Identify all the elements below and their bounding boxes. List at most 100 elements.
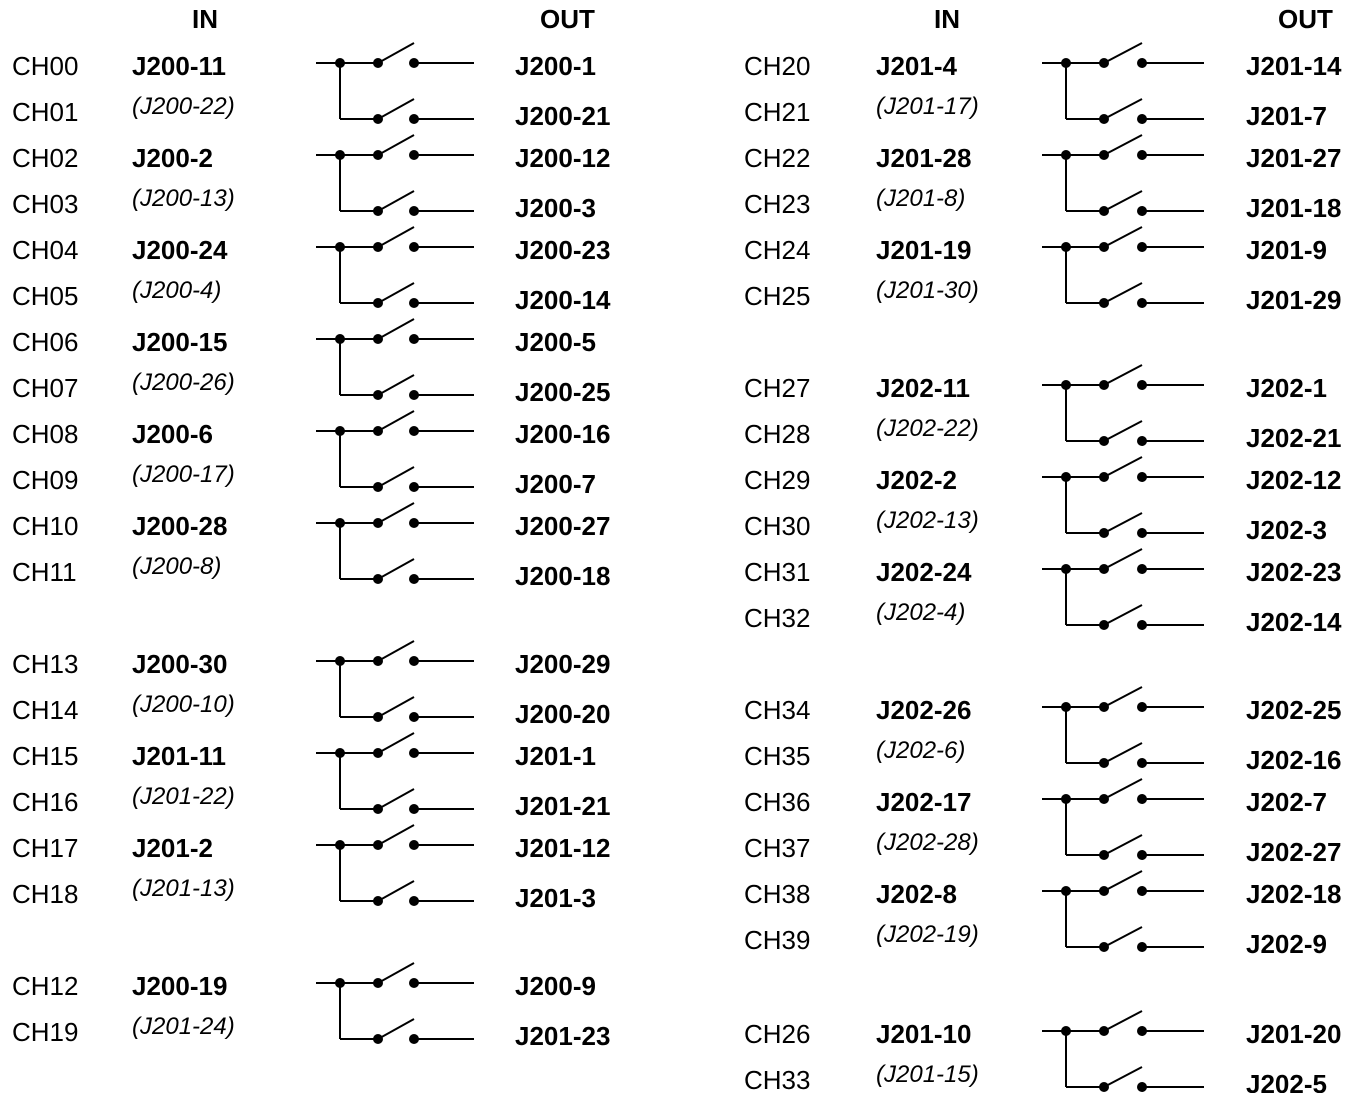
- left-channel-label: CH16: [12, 787, 79, 817]
- header-out-right: OUT: [1278, 4, 1333, 34]
- left-channel-label: CH08: [12, 419, 79, 449]
- left-switch-5-top-blade: [377, 502, 415, 524]
- left-channel-label: CH06: [12, 327, 79, 357]
- left-out-pin-label: J200-1: [515, 51, 596, 81]
- left-out-pin-label: J200-3: [515, 193, 596, 223]
- right-out-pin-label: J201-7: [1246, 101, 1327, 131]
- left-in-alt-pin-label: (J200-22): [132, 93, 235, 120]
- right-channel-label: CH32: [744, 603, 811, 633]
- right-in-pin-label: J202-24: [876, 557, 972, 587]
- left-channel-label: CH15: [12, 741, 79, 771]
- left-in-alt-pin-label: (J200-13): [132, 185, 235, 212]
- right-out-pin-label: J202-12: [1246, 465, 1342, 495]
- left-out-pin-label: J200-16: [515, 419, 611, 449]
- right-out-pin-label: J202-9: [1246, 929, 1327, 959]
- left-switch-9-bottom-blade: [377, 1018, 415, 1040]
- header-in-right: IN: [934, 4, 960, 34]
- left-channel-label: CH19: [12, 1017, 79, 1047]
- right-channel-label: CH24: [744, 235, 811, 265]
- left-out-pin-label: J201-1: [515, 741, 596, 771]
- right-out-pin-label: J202-18: [1246, 879, 1342, 909]
- right-out-pin-label: J202-14: [1246, 607, 1342, 637]
- left-channel-label: CH09: [12, 465, 79, 495]
- right-switch-3-top-blade: [1103, 364, 1143, 386]
- left-in-pin-label: J201-2: [132, 833, 213, 863]
- left-out-pin-label: J200-20: [515, 699, 611, 729]
- right-out-pin-label: J202-21: [1246, 423, 1342, 453]
- right-in-pin-label: J202-26: [876, 695, 972, 725]
- left-out-pin-label: J200-18: [515, 561, 611, 591]
- right-channel-label: CH26: [744, 1019, 811, 1049]
- left-switch-2-bottom-blade: [377, 282, 415, 304]
- left-out-pin-label: J200-12: [515, 143, 611, 173]
- left-channel-label: CH17: [12, 833, 79, 863]
- right-switch-6-top-blade: [1103, 686, 1143, 708]
- right-in-pin-label: J202-11: [876, 373, 970, 403]
- left-out-pin-label: J200-14: [515, 285, 611, 315]
- left-switch-8-top-blade: [377, 824, 415, 846]
- right-in-alt-pin-label: (J201-17): [876, 93, 979, 120]
- left-switch-4-top-blade: [377, 410, 415, 432]
- right-channel-label: CH25: [744, 281, 811, 311]
- right-channel-label: CH27: [744, 373, 811, 403]
- left-switch-6-top-blade: [377, 640, 415, 662]
- right-in-pin-label: J201-19: [876, 235, 972, 265]
- right-switch-9-bottom-blade: [1103, 1066, 1143, 1088]
- right-in-pin-label: J202-2: [876, 465, 957, 495]
- right-in-alt-pin-label: (J202-13): [876, 507, 979, 534]
- right-channel-label: CH38: [744, 879, 811, 909]
- left-channel-label: CH12: [12, 971, 79, 1001]
- left-out-pin-label: J200-27: [515, 511, 611, 541]
- left-channel-label: CH00: [12, 51, 79, 81]
- left-in-pin-label: J201-11: [132, 741, 226, 771]
- left-in-alt-pin-label: (J200-10): [132, 691, 235, 718]
- left-out-pin-label: J200-21: [515, 101, 611, 131]
- left-in-pin-label: J200-19: [132, 971, 228, 1001]
- left-channel-label: CH10: [12, 511, 79, 541]
- left-switch-0-top-blade: [377, 42, 415, 64]
- left-in-pin-label: J200-30: [132, 649, 228, 679]
- right-switch-4-bottom-blade: [1103, 512, 1143, 534]
- right-channel-label: CH30: [744, 511, 811, 541]
- left-in-alt-pin-label: (J200-4): [132, 277, 222, 304]
- left-switch-7-top-blade: [377, 732, 415, 754]
- right-out-pin-label: J201-14: [1246, 51, 1342, 81]
- left-out-pin-label: J201-21: [515, 791, 611, 821]
- right-switch-8-bottom-blade: [1103, 926, 1143, 948]
- left-channel-label: CH04: [12, 235, 79, 265]
- right-switch-8-top-blade: [1103, 870, 1143, 892]
- left-switch-3-bottom-blade: [377, 374, 415, 396]
- right-switch-4-top-blade: [1103, 456, 1143, 478]
- left-switch-3-top-blade: [377, 318, 415, 340]
- left-channel-label: CH01: [12, 97, 79, 127]
- left-channel-label: CH14: [12, 695, 79, 725]
- right-channel-label: CH35: [744, 741, 811, 771]
- right-out-pin-label: J201-29: [1246, 285, 1342, 315]
- right-switch-6-bottom-blade: [1103, 742, 1143, 764]
- right-in-pin-label: J201-4: [876, 51, 957, 81]
- right-switch-1-top-blade: [1103, 134, 1143, 156]
- left-switch-0-bottom-blade: [377, 98, 415, 120]
- right-out-pin-label: J202-25: [1246, 695, 1342, 725]
- right-out-pin-label: J202-16: [1246, 745, 1342, 775]
- right-switch-5-bottom-blade: [1103, 604, 1143, 626]
- right-in-alt-pin-label: (J202-4): [876, 599, 966, 626]
- left-switch-4-bottom-blade: [377, 466, 415, 488]
- right-in-alt-pin-label: (J201-30): [876, 277, 979, 304]
- right-switch-9-top-blade: [1103, 1010, 1143, 1032]
- right-channel-label: CH39: [744, 925, 811, 955]
- right-out-pin-label: J202-23: [1246, 557, 1342, 587]
- left-in-alt-pin-label: (J201-13): [132, 875, 235, 902]
- left-out-pin-label: J200-5: [515, 327, 596, 357]
- right-out-pin-label: J201-20: [1246, 1019, 1342, 1049]
- left-in-alt-pin-label: (J201-24): [132, 1013, 235, 1040]
- left-out-pin-label: J200-9: [515, 971, 596, 1001]
- left-out-pin-label: J200-25: [515, 377, 611, 407]
- right-out-pin-label: J202-1: [1246, 373, 1327, 403]
- left-channel-label: CH05: [12, 281, 79, 311]
- right-out-pin-label: J202-27: [1246, 837, 1342, 867]
- right-channel-label: CH37: [744, 833, 811, 863]
- left-switch-8-bottom-blade: [377, 880, 415, 902]
- right-channel-label: CH21: [744, 97, 811, 127]
